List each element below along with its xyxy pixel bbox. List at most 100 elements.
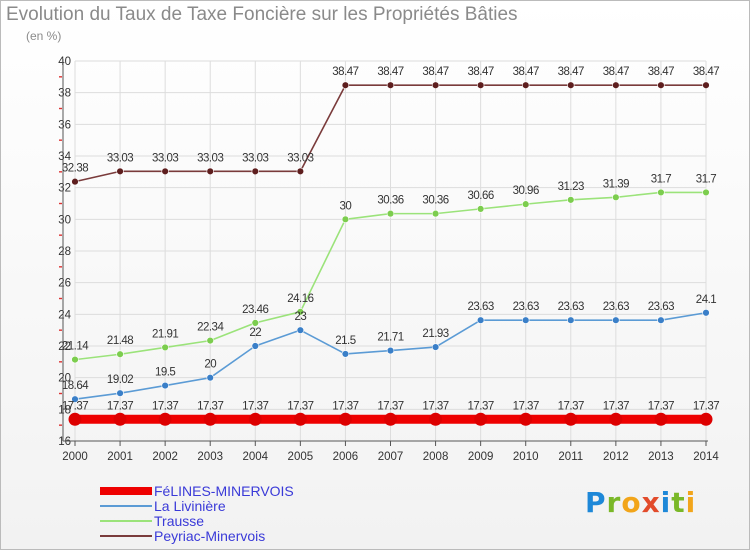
data-label: 19.5 — [155, 367, 175, 379]
y-tick-label: 30 — [58, 214, 71, 226]
data-point — [206, 167, 214, 176]
data-label: 23 — [294, 311, 306, 323]
logo-letter: P — [585, 486, 607, 519]
legend-swatch — [100, 520, 152, 522]
data-point — [116, 167, 124, 176]
data-label: 38.47 — [377, 66, 403, 78]
x-tick-label: 2013 — [648, 451, 674, 463]
data-point — [386, 346, 395, 355]
data-point — [567, 81, 575, 89]
data-label: 17.37 — [648, 400, 674, 412]
y-tick-label: 38 — [58, 88, 71, 100]
legend-label: La Livinière — [154, 498, 226, 514]
legend-swatch — [100, 505, 152, 507]
data-label: 38.47 — [332, 66, 358, 78]
data-label: 17.37 — [152, 400, 178, 412]
data-label: 38.47 — [648, 66, 674, 78]
chart-unit-label: (en %) — [26, 29, 62, 43]
x-tick-label: 2009 — [468, 451, 494, 463]
data-point — [296, 167, 305, 176]
logo-letter: o — [621, 486, 642, 519]
data-point — [116, 389, 124, 397]
data-label: 38.47 — [513, 66, 539, 78]
data-point — [116, 350, 124, 358]
data-label: 33.03 — [287, 152, 313, 164]
data-point — [612, 316, 620, 324]
y-tick-label: 28 — [58, 246, 71, 258]
data-point — [431, 209, 440, 218]
data-label: 38.47 — [603, 66, 629, 78]
data-point — [564, 412, 578, 426]
grid-lines — [74, 60, 707, 441]
data-point — [612, 81, 620, 89]
data-label: 17.37 — [287, 400, 313, 412]
data-label: 17.37 — [377, 400, 403, 412]
data-labels: 17.37 17.37 17.37 17.37 17.37 17.37 17.37 17.37… — [62, 66, 720, 412]
y-tick-label: 20 — [58, 373, 71, 385]
x-tick-label: 2010 — [513, 451, 539, 463]
data-point — [68, 412, 82, 426]
data-point — [657, 188, 665, 197]
data-label: 30.96 — [513, 185, 539, 197]
data-label: 19.02 — [107, 374, 133, 386]
data-point — [654, 412, 668, 426]
axes: 16 18 20 22 24 26 28 30 32 34 36 38 40 2000 2001 2002 20… — [58, 56, 719, 463]
data-label: 31.23 — [558, 181, 584, 193]
data-label: 31.7 — [651, 173, 671, 185]
data-point — [431, 343, 440, 351]
chart-title: Evolution du Taux de Taxe Foncière sur l… — [6, 4, 518, 25]
x-tick-label: 2005 — [288, 451, 314, 463]
data-label: 30.36 — [377, 195, 403, 207]
data-point — [431, 81, 440, 89]
y-tick-label: 18 — [58, 404, 71, 416]
logo-letter: x — [641, 486, 661, 519]
data-point — [612, 193, 620, 202]
legend-label: Trausse — [154, 513, 205, 529]
data-point — [71, 355, 79, 364]
logo-letter: t — [671, 486, 686, 519]
data-label: 17.37 — [332, 400, 358, 412]
data-point — [386, 81, 395, 89]
x-tick-label: 2003 — [197, 451, 223, 463]
data-point — [609, 412, 623, 426]
data-point — [248, 412, 262, 426]
data-label: 23.63 — [558, 301, 584, 313]
data-label: 31.39 — [603, 178, 629, 190]
y-tick-label: 16 — [58, 436, 71, 448]
data-point — [384, 412, 397, 426]
data-point — [296, 326, 305, 334]
data-label: 24.1 — [696, 294, 716, 306]
data-label: 30 — [340, 200, 352, 212]
x-tick-label: 2001 — [107, 451, 133, 463]
data-label: 30.66 — [468, 190, 494, 202]
y-tick-label: 32 — [58, 183, 71, 195]
data-label: 18.64 — [62, 380, 89, 392]
data-label: 17.37 — [242, 400, 268, 412]
x-tick-label: 2000 — [62, 451, 88, 463]
data-point — [522, 316, 530, 324]
data-label: 21.5 — [335, 335, 355, 347]
data-point — [522, 200, 530, 208]
data-point — [702, 81, 710, 89]
data-point — [699, 412, 713, 426]
data-point — [429, 412, 443, 426]
legend-label: FéLINES-MINERVOIS — [154, 483, 294, 499]
data-point — [251, 319, 259, 327]
data-point — [161, 343, 169, 352]
data-label: 38.47 — [693, 66, 719, 78]
data-point — [476, 205, 485, 213]
data-label: 21.91 — [152, 328, 178, 340]
data-point — [474, 412, 488, 426]
data-label: 17.37 — [513, 400, 539, 412]
logo-letter: i — [685, 486, 697, 519]
data-point — [251, 342, 259, 350]
logo-letter: r — [606, 486, 622, 519]
data-point — [341, 350, 350, 358]
data-point — [702, 309, 710, 317]
x-tick-label: 2008 — [423, 451, 449, 463]
data-point — [293, 412, 307, 426]
data-point — [71, 395, 79, 403]
data-label: 21.93 — [422, 328, 448, 340]
